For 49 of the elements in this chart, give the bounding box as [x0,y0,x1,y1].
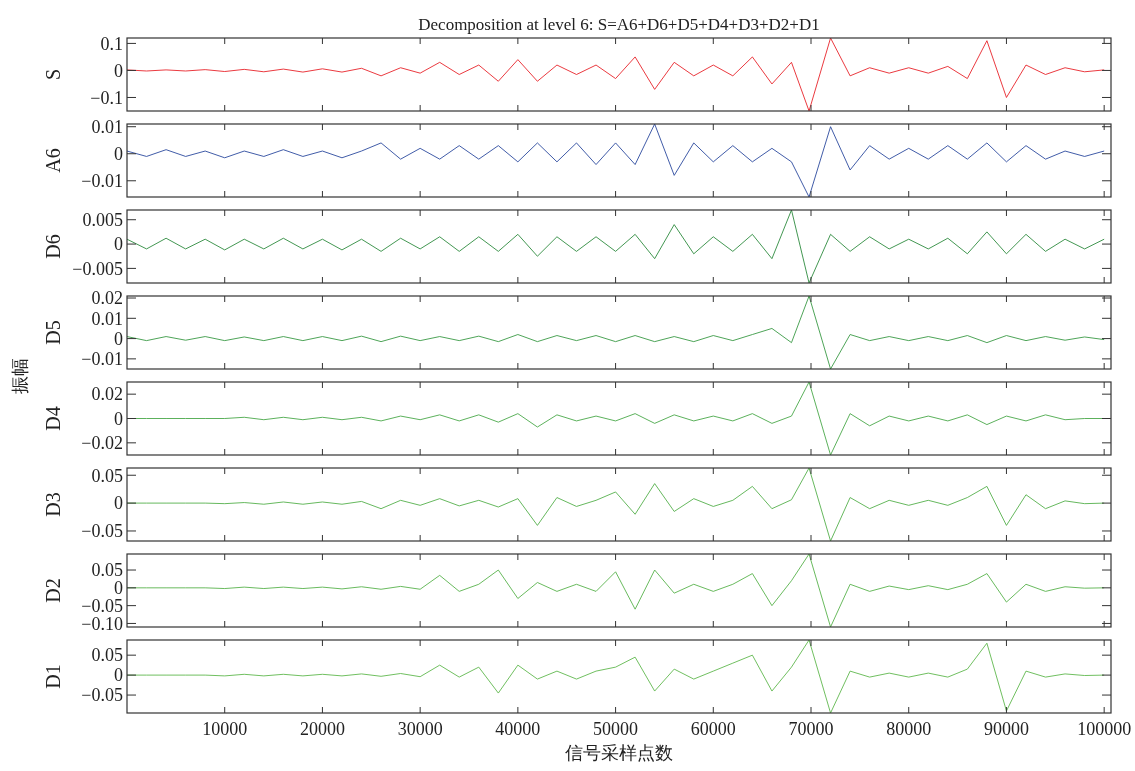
text: 振幅 [10,358,31,394]
y-tick-label: 0.01 [91,117,123,137]
y-tick-label: 0.1 [100,33,123,54]
y-tick-label: −0.10 [81,613,123,634]
line-series [127,124,1105,197]
y-axis-title: D4 [42,406,64,431]
y-axis-title: D6 [42,234,64,259]
y-axis-title: A6 [42,148,64,173]
y-tick-label: −0.1 [90,87,123,108]
y-tick-label: −0.05 [81,685,123,706]
y-tick-label: 0.05 [91,465,123,486]
x-tick-label: 20000 [299,719,345,739]
y-tick-label: −0.01 [81,349,123,370]
y-axis-title: D1 [42,664,64,689]
y-tick-label: 0 [114,234,123,255]
x-tick-label: 50000 [593,719,639,739]
y-tick-label: 0 [114,328,123,349]
chart-title: Decomposition at level 6: S=A6+D6+D5+D4+D3+D2+D1 [418,15,820,34]
y-tick-label: 0.02 [91,288,123,309]
y-axis-title: D2 [42,578,64,603]
y-tick-label: 0.05 [91,645,123,666]
y-axis-title: D5 [42,320,64,345]
y-tick-label: −0.02 [81,433,123,454]
x-tick-label: 80000 [886,719,932,739]
x-tick-label: 100000 [1077,719,1132,739]
y-axis-title: S [42,68,64,81]
y-tick-label: −0.05 [81,521,123,542]
line-series [127,210,1105,283]
y-tick-label: 0 [114,60,123,81]
x-axis-title: 信号采样点数 [565,743,673,763]
y-tick-label: 0 [114,144,123,165]
y-axis-title: D3 [42,492,64,517]
y-tick-label: 0.05 [91,560,123,581]
y-tick-label: 0 [114,408,123,429]
x-tick-label: 90000 [983,719,1029,739]
y-tick-label: 0.005 [82,210,123,231]
x-tick-label: 70000 [788,719,834,739]
line-series [127,296,1105,369]
y-tick-label: 0 [114,665,123,686]
x-tick-label: 60000 [690,719,736,739]
y-tick-label: 0.02 [91,384,123,405]
y-tick-label: 0 [114,493,123,514]
line-series [127,38,1105,111]
x-tick-label: 30000 [397,719,443,739]
y-tick-label: 0.01 [91,308,123,329]
y-tick-label: −0.005 [72,258,123,279]
x-tick-label: 10000 [202,719,248,739]
x-tick-label: 40000 [495,719,541,739]
y-tick-label: −0.01 [81,171,123,192]
